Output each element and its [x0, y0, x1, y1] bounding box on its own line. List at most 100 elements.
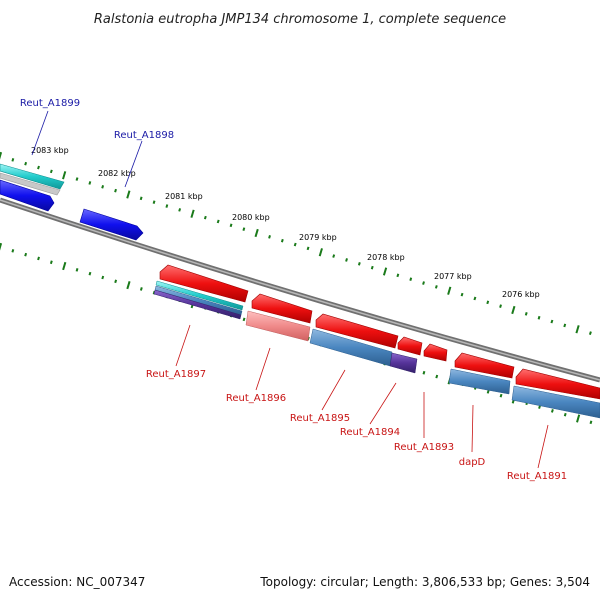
- gene-label-reut-a1896[interactable]: Reut_A1896: [226, 393, 286, 404]
- scale-tick: [11, 249, 15, 253]
- scale-tick: [538, 405, 541, 409]
- scale-tick: [409, 277, 413, 281]
- map-title: Ralstonia eutropha JMP134 chromosome 1, …: [94, 12, 506, 27]
- gene-label-reut-a1897[interactable]: Reut_A1897: [146, 369, 206, 380]
- scale-label: 2077 kbp: [434, 272, 472, 281]
- scale-tick: [318, 248, 323, 257]
- scale-tick: [589, 420, 593, 425]
- gene-label-reut-a1899[interactable]: Reut_A1899: [20, 98, 80, 109]
- scale-tick: [75, 268, 79, 272]
- gene-bar[interactable]: [0, 172, 61, 196]
- scale-tick: [575, 325, 580, 334]
- reverse-genes: [159, 264, 600, 400]
- gene-arrow-reut-a1895[interactable]: [315, 313, 399, 349]
- leader-line: [175, 324, 191, 367]
- scale-tick: [37, 165, 40, 170]
- scale-tick: [242, 317, 246, 322]
- scale-tick: [126, 190, 131, 199]
- protein-features: [153, 280, 600, 419]
- scale-label: 2079 kbp: [299, 233, 337, 242]
- scale-tick: [114, 188, 117, 193]
- scale-tick: [537, 315, 541, 320]
- scale-tick: [473, 296, 477, 301]
- gene-label-dapd[interactable]: dapD: [459, 457, 486, 468]
- leader-line: [471, 404, 474, 453]
- scale-tick: [0, 151, 3, 160]
- scale-tick: [447, 286, 452, 295]
- scale-tick: [357, 262, 361, 266]
- scale-tick: [101, 275, 105, 280]
- scale-tick: [422, 281, 425, 285]
- scale-tick: [550, 408, 554, 413]
- scale-tick: [460, 292, 464, 297]
- scale-tick: [422, 370, 426, 375]
- scale-tick: [268, 235, 271, 239]
- scale-tick: [24, 252, 28, 257]
- scale-label: 2081 kbp: [165, 192, 203, 201]
- scale-tick: [396, 273, 400, 278]
- scale-tick: [62, 261, 67, 271]
- scale-label: 2082 kbp: [98, 169, 136, 178]
- scale-tick: [550, 319, 554, 324]
- feature-bar-steel[interactable]: [448, 368, 511, 395]
- scale-tick: [190, 209, 195, 218]
- gene-arrow-reut-a1897[interactable]: [159, 264, 249, 303]
- scale-tick: [563, 412, 567, 417]
- gene-arrow-reut-a1896[interactable]: [251, 293, 313, 324]
- gene-arrow-reut-a1899[interactable]: [0, 179, 55, 212]
- scale-tick: [126, 281, 131, 290]
- gene-bar[interactable]: [0, 163, 65, 190]
- gene-label-reut-a1898[interactable]: Reut_A1898: [114, 130, 174, 141]
- feature-bar-purple[interactable]: [389, 352, 418, 374]
- scale-labels: 2083 kbp 2082 kbp 2081 kbp 2080 kbp 2079…: [31, 146, 540, 299]
- scale-tick: [306, 246, 310, 251]
- forward-genes: [0, 163, 144, 241]
- scale-tick: [139, 196, 143, 201]
- genome-summary-text: Topology: circular; Length: 3,806,533 bp…: [259, 575, 590, 589]
- scale-tick: [229, 223, 233, 228]
- scale-tick: [24, 161, 28, 166]
- gene-label-reut-a1891[interactable]: Reut_A1891: [507, 471, 567, 482]
- scale-tick: [114, 279, 118, 284]
- scale-tick: [280, 238, 284, 243]
- scale-tick: [434, 285, 438, 289]
- feature-bar-cyan[interactable]: [155, 280, 244, 311]
- feature-bar-purple[interactable]: [153, 289, 242, 320]
- scale-label: 2080 kbp: [232, 213, 270, 222]
- accession-text: Accession: NC_007347: [9, 575, 145, 589]
- scale-tick: [178, 208, 182, 212]
- gene-arrow-dapd[interactable]: [454, 352, 515, 379]
- gene-arrow-reut-a1894[interactable]: [397, 336, 423, 356]
- scale-tick: [563, 323, 567, 328]
- leader-line: [369, 382, 397, 425]
- leader-line: [31, 110, 49, 156]
- feature-bar-steel[interactable]: [511, 385, 600, 419]
- scale-label: 2078 kbp: [367, 253, 405, 262]
- scale-tick: [88, 181, 92, 185]
- leader-line: [124, 140, 143, 188]
- scale-tick: [588, 331, 592, 336]
- scale-label: 2076 kbp: [502, 290, 540, 299]
- scale-tick: [49, 169, 53, 174]
- feature-bar-pink[interactable]: [245, 310, 311, 342]
- scale-tick: [345, 258, 348, 262]
- scale-tick: [524, 312, 528, 316]
- scale-tick: [49, 260, 53, 265]
- gene-label-reut-a1895[interactable]: Reut_A1895: [290, 413, 350, 424]
- gene-label-reut-a1893[interactable]: Reut_A1893: [394, 442, 454, 453]
- scale-tick: [254, 228, 259, 238]
- scale-tick: [435, 374, 439, 379]
- scale-label: 2083 kbp: [31, 146, 69, 155]
- gene-arrow-reut-a1898[interactable]: [79, 208, 144, 241]
- gene-label-reut-a1894[interactable]: Reut_A1894: [340, 427, 400, 438]
- gene-arrow-reut-a1893[interactable]: [423, 343, 448, 362]
- scale-tick: [499, 393, 503, 398]
- scale-tick: [139, 287, 143, 291]
- gene-arrow-reut-a1891[interactable]: [515, 368, 600, 400]
- scale-tick: [165, 204, 169, 208]
- leader-line: [537, 424, 549, 469]
- scale-tick: [486, 390, 490, 394]
- gene-labels: Reut_A1899 Reut_A1898 Reut_A1897 Reut_A1…: [20, 98, 567, 482]
- scale-tick: [382, 267, 388, 276]
- scale-tick: [152, 200, 156, 204]
